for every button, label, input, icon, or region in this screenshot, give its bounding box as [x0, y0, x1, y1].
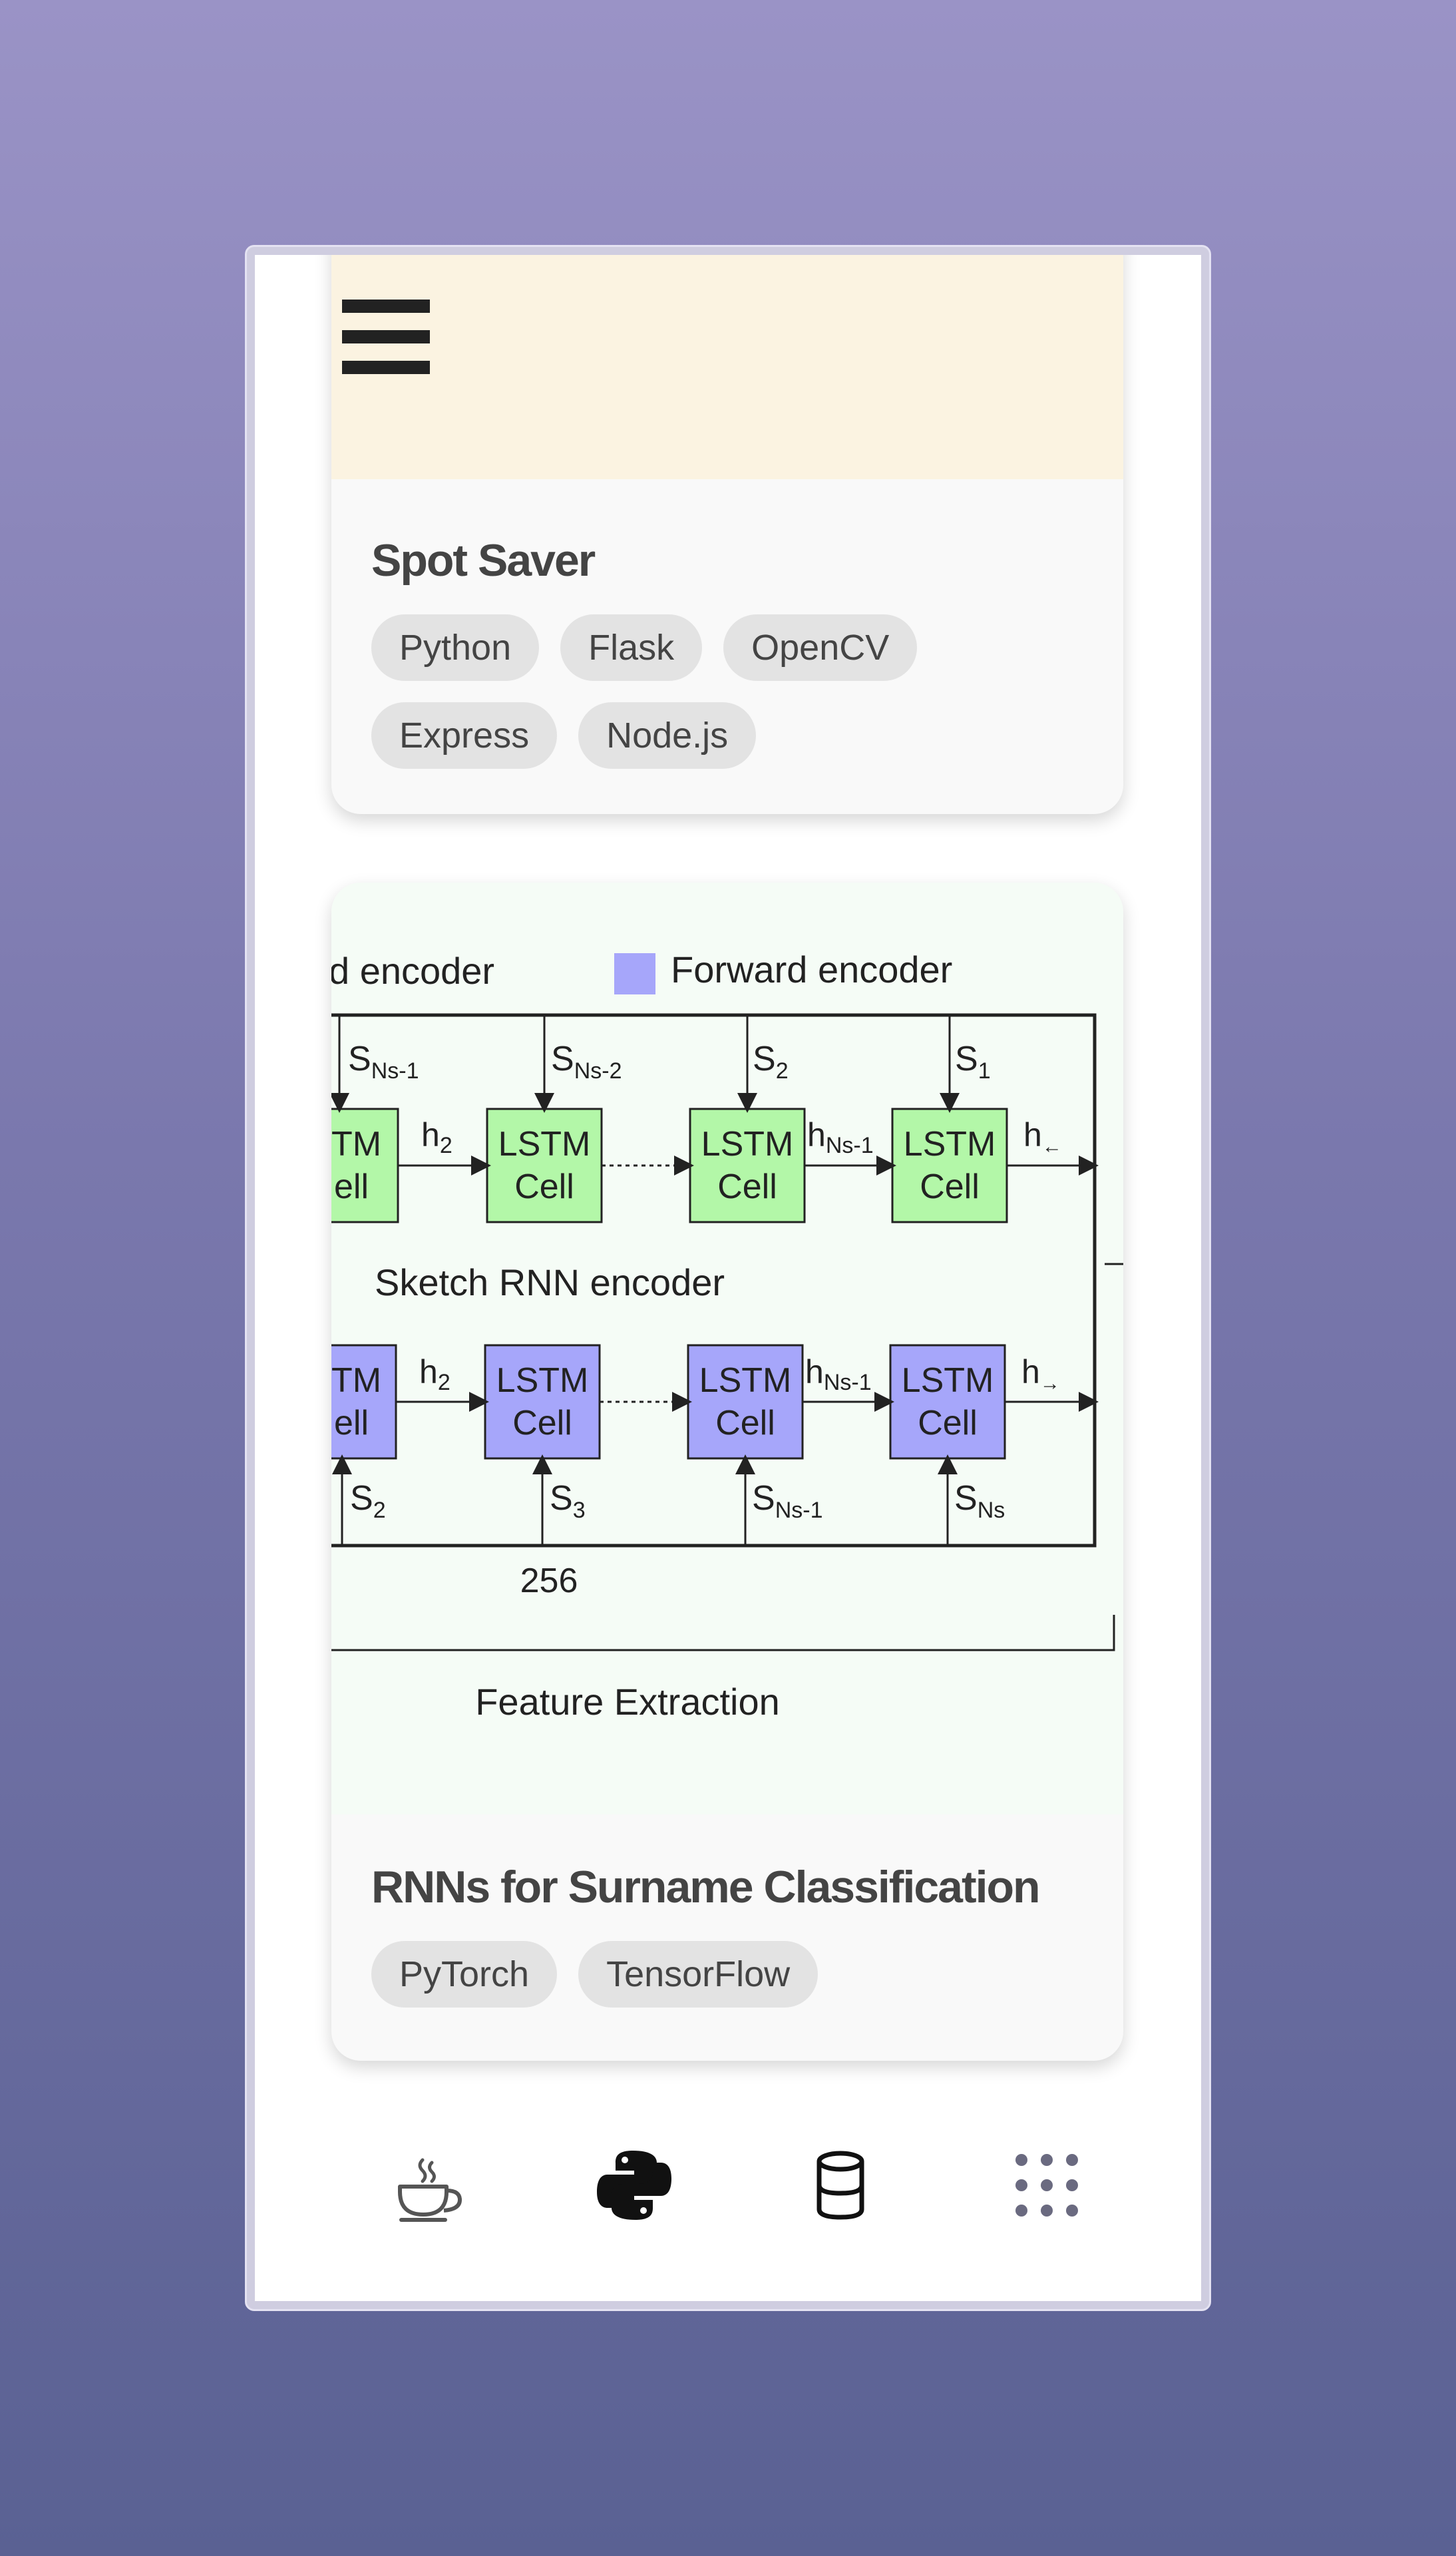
output-top-label: h←: [1023, 1116, 1062, 1158]
cell-text: ell: [334, 1404, 369, 1442]
tag-flask: Flask: [560, 614, 703, 681]
legend-forward-swatch: [614, 953, 655, 994]
tag-pytorch: PyTorch: [371, 1941, 558, 2008]
cell-text: Cell: [514, 1168, 574, 1206]
project-title: Spot Saver: [371, 535, 596, 586]
hidden-label: h2: [421, 1116, 453, 1158]
cell-text: LSTM: [496, 1361, 589, 1400]
cell-text: Cell: [715, 1404, 775, 1442]
hamburger-menu-icon[interactable]: [342, 300, 430, 374]
feature-bracket: [331, 1615, 1115, 1651]
tag-list: Python Flask OpenCV Express Node.js: [371, 614, 1090, 769]
project-banner: [331, 255, 1123, 479]
top-input-label: S2: [753, 1040, 789, 1084]
nav-python-button[interactable]: [594, 2145, 674, 2225]
bottom-nav: [255, 2119, 1201, 2252]
sketch-rnn-label: Sketch RNN encoder: [375, 1261, 725, 1303]
legend-backward-label: d encoder: [331, 950, 494, 992]
coffee-cup-icon: [398, 2158, 462, 2222]
legend-forward-label: Forward encoder: [671, 949, 952, 990]
tag-express: Express: [371, 702, 558, 769]
tag-tensorflow: TensorFlow: [578, 1941, 819, 2008]
hidden-label: hNs-1: [805, 1353, 872, 1395]
tag-opencv: OpenCV: [723, 614, 918, 681]
lstm-cell-bottom-2: [687, 1344, 804, 1460]
tag-python: Python: [371, 614, 540, 681]
cell-text: LSTM: [902, 1361, 994, 1400]
lstm-cell-bottom-partial: [331, 1344, 397, 1460]
top-input-label: SNs-2: [551, 1040, 622, 1084]
cell-text: Cell: [512, 1404, 572, 1442]
nav-database-button[interactable]: [801, 2145, 880, 2225]
output-bottom-label: h→: [1021, 1353, 1060, 1394]
dimension-label: 256: [520, 1562, 578, 1600]
nav-more-button[interactable]: [1007, 2145, 1087, 2225]
grid-dots-icon: [1015, 2154, 1078, 2217]
project-card-rnns[interactable]: d encoder Forward encoder TM ell LSTM Ce…: [331, 883, 1123, 2061]
bottom-input-label: S2: [350, 1479, 386, 1523]
project-title: RNNs for Surname Classification: [371, 1862, 1041, 1912]
hidden-label: hNs-1: [807, 1116, 874, 1158]
bottom-input-label: S3: [550, 1479, 586, 1523]
cell-text: TM: [331, 1361, 381, 1400]
project-card-spot-saver[interactable]: Spot Saver Python Flask OpenCV Express N…: [331, 255, 1123, 814]
cell-text: Cell: [918, 1404, 978, 1442]
lstm-cell-top-partial: [331, 1108, 399, 1223]
top-input-label: SNs-1: [348, 1040, 419, 1084]
encoder-outer-box: [331, 1013, 1097, 1548]
app-screen: Spot Saver Python Flask OpenCV Express N…: [255, 255, 1201, 2301]
cell-text: Cell: [717, 1168, 777, 1206]
cell-text: LSTM: [701, 1125, 794, 1164]
cell-text: LSTM: [699, 1361, 792, 1400]
nav-java-button[interactable]: [388, 2145, 468, 2225]
cell-text: TM: [331, 1125, 381, 1164]
cell-text: ell: [334, 1168, 369, 1206]
top-input-label: S1: [955, 1040, 991, 1084]
hidden-label: h2: [419, 1353, 451, 1395]
database-icon: [817, 2151, 864, 2220]
bottom-input-label: SNs: [954, 1479, 1005, 1523]
cell-text: LSTM: [498, 1125, 591, 1164]
tag-nodejs: Node.js: [578, 702, 757, 769]
python-icon: [597, 2151, 671, 2220]
bottom-input-label: SNs-1: [752, 1479, 822, 1523]
tag-list: PyTorch TensorFlow: [371, 1941, 1090, 2008]
rnn-encoder-diagram: d encoder Forward encoder TM ell LSTM Ce…: [331, 883, 1123, 1814]
feature-extraction-label: Feature Extraction: [475, 1681, 780, 1723]
cell-text: Cell: [920, 1168, 980, 1206]
cell-text: LSTM: [904, 1125, 996, 1164]
